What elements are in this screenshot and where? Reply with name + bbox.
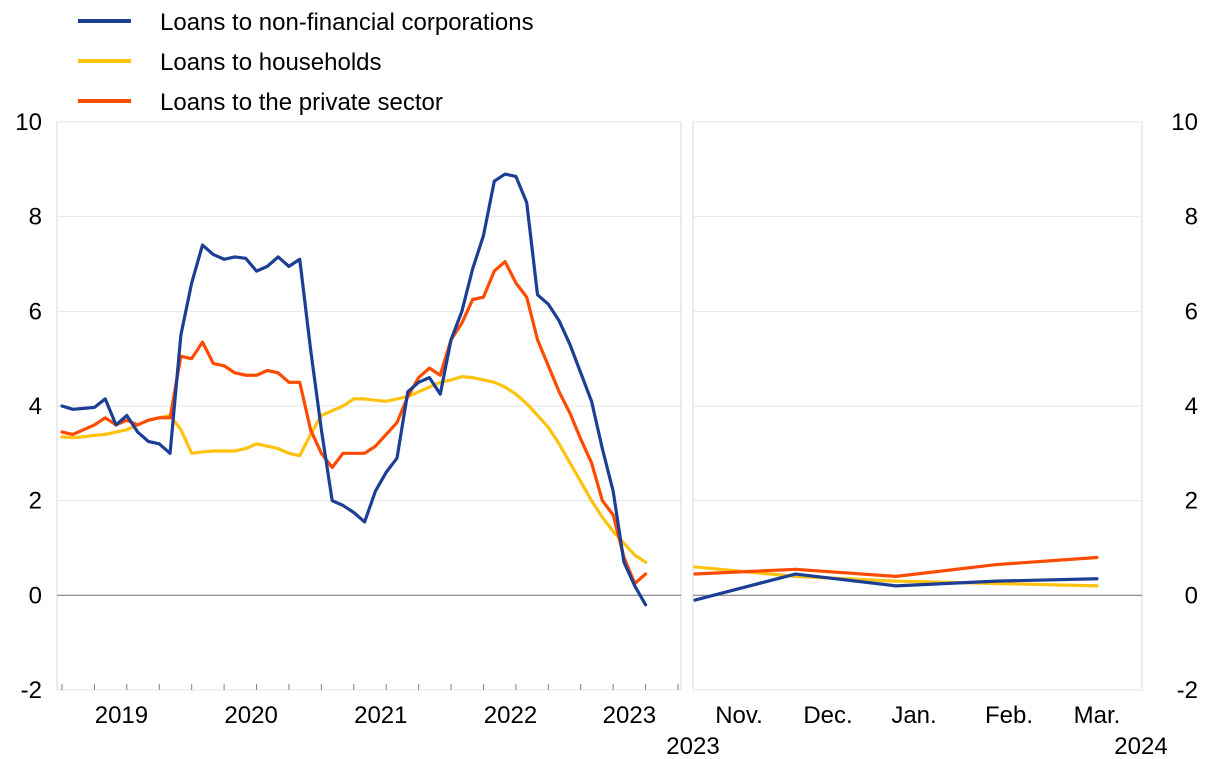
y-tick-label-right: 10: [1171, 109, 1198, 136]
x-tick-label-month: Mar.: [1074, 702, 1121, 729]
year-label-2023: 2023: [666, 733, 719, 759]
y-tick-label-left: -2: [21, 677, 42, 704]
series-line-left-1: [60, 375, 648, 564]
y-tick-label-left: 2: [29, 488, 42, 515]
series-line-left-2: [60, 260, 648, 586]
y-tick-label-right: 8: [1185, 204, 1198, 231]
y-tick-label-right: 2: [1185, 488, 1198, 515]
y-tick-label-left: 0: [29, 582, 42, 609]
grid-lines: [57, 121, 1142, 691]
x-tick-label-year: 2022: [484, 702, 537, 729]
series-line-right-2: [693, 555, 1099, 578]
legend-label-households: Loans to households: [160, 49, 382, 76]
tick-labels: -2 -2 0 0 2 2 4 4 6 6 8 8 10 10 2019 2020 2021 2022 2023 No…: [15, 109, 1198, 759]
series-line-right-0: [693, 572, 1099, 602]
legend-label-nfc: Loans to non-financial corporations: [160, 9, 534, 36]
x-tick-label-month: Nov.: [715, 702, 763, 729]
series-line-right-1: [693, 565, 1099, 588]
y-tick-label-right: 0: [1185, 582, 1198, 609]
legend: Loans to non-financial corporations Loan…: [78, 9, 534, 116]
axes: [57, 594, 1142, 690]
y-tick-label-right: 6: [1185, 298, 1198, 325]
series-line-left-0: [60, 172, 648, 607]
y-tick-label-left: 6: [29, 298, 42, 325]
legend-label-private: Loans to the private sector: [160, 89, 443, 116]
x-tick-label-year: 2019: [95, 702, 148, 729]
y-tick-label-left: 4: [29, 393, 42, 420]
series-lines: [60, 172, 1099, 607]
y-tick-label-right: 4: [1185, 393, 1198, 420]
x-tick-label-month: Feb.: [985, 702, 1033, 729]
year-label-2024: 2024: [1114, 733, 1167, 759]
x-tick-label-month: Jan.: [891, 702, 936, 729]
y-tick-label-right: -2: [1177, 677, 1198, 704]
y-tick-label-left: 8: [29, 204, 42, 231]
x-tick-label-year: 2023: [603, 702, 656, 729]
x-tick-label-month: Dec.: [803, 702, 852, 729]
x-tick-label-year: 2020: [224, 702, 277, 729]
y-tick-label-left: 10: [15, 109, 42, 136]
x-tick-label-year: 2021: [354, 702, 407, 729]
